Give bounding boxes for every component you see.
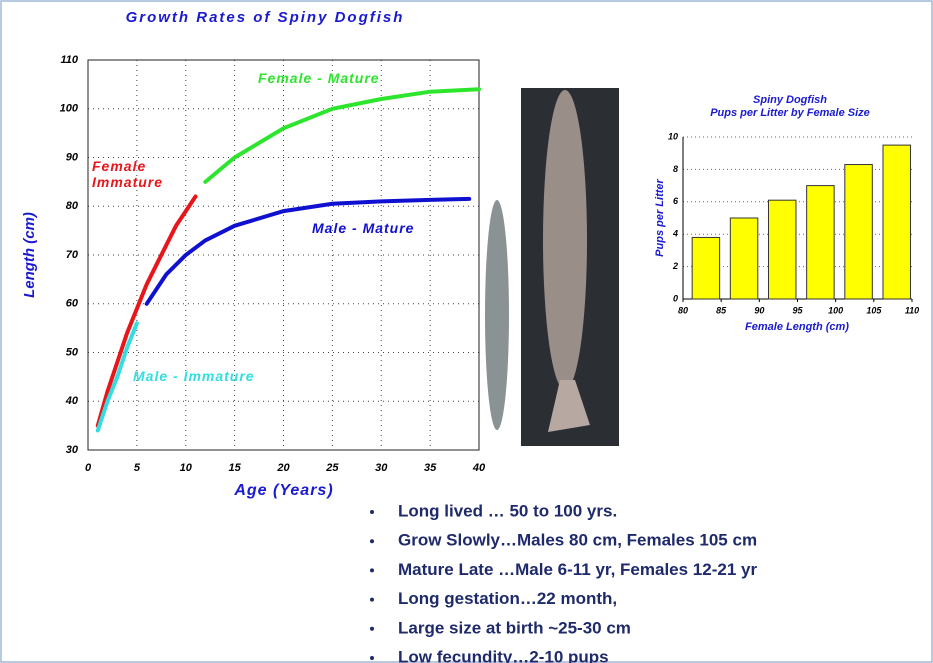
x-tick-label: 105 xyxy=(866,305,882,315)
x-axis-label: Female Length (cm) xyxy=(745,321,849,333)
y-tick-label: 110 xyxy=(60,54,78,66)
bar xyxy=(691,236,721,300)
plot-frame xyxy=(87,59,480,451)
y-tick-label: 30 xyxy=(66,444,79,456)
bar xyxy=(767,199,797,300)
bar xyxy=(844,164,873,300)
y-tick-label: 90 xyxy=(66,151,79,163)
bullet-dot xyxy=(370,656,374,660)
chart-title: Growth Rates of Spiny Dogfish xyxy=(126,9,405,26)
bullet-dot xyxy=(370,510,374,514)
y-tick-label: 80 xyxy=(66,200,79,212)
bar xyxy=(729,217,759,300)
bullet-text: Grow Slowly…Males 80 cm, Females 105 cm xyxy=(398,531,757,550)
x-tick-label: 15 xyxy=(229,462,242,474)
bullet-dot xyxy=(370,597,374,602)
y-tick-label: 60 xyxy=(66,298,79,310)
x-tick-label: 35 xyxy=(424,462,437,474)
x-tick-label: 5 xyxy=(134,462,141,474)
x-tick-label: 40 xyxy=(472,462,486,474)
bullet-text: Long lived … 50 to 100 yrs. xyxy=(398,501,617,520)
photo-small-shark xyxy=(485,200,509,430)
series-label: Male - Immature xyxy=(133,368,255,384)
bullet-dot xyxy=(370,539,374,544)
bullet-text: Mature Late …Male 6-11 yr, Females 12-21… xyxy=(398,560,757,579)
series-line xyxy=(203,87,481,184)
y-tick-label: 6 xyxy=(673,196,679,206)
x-tick-label: 85 xyxy=(716,305,727,315)
series-label: Female Immature xyxy=(92,158,164,190)
series-line xyxy=(95,194,198,428)
x-tick-label: 10 xyxy=(180,462,193,474)
photo-large-shark xyxy=(543,90,587,390)
bullet-dot xyxy=(370,568,374,573)
bar xyxy=(882,144,911,300)
x-tick-label: 95 xyxy=(792,305,803,315)
x-tick-label: 0 xyxy=(85,462,92,474)
y-tick-label: 4 xyxy=(672,229,678,239)
bullet-dot xyxy=(370,626,374,631)
x-tick-label: 110 xyxy=(905,305,919,315)
y-axis-label: Pups per Litter xyxy=(654,178,666,256)
y-tick-label: 70 xyxy=(66,249,79,261)
bar xyxy=(806,185,835,300)
y-tick-label: 40 xyxy=(65,395,79,407)
x-axis-label: Age (Years) xyxy=(233,482,333,499)
series-label: Male - Mature xyxy=(312,220,415,236)
x-tick-label: 20 xyxy=(276,462,290,474)
bullet-text: Large size at birth ~25-30 cm xyxy=(398,618,631,637)
bullet-text: Long gestation…22 month, xyxy=(398,589,617,608)
photo-large-tail xyxy=(548,380,590,432)
x-tick-label: 80 xyxy=(678,305,688,315)
y-tick-label: 2 xyxy=(672,261,678,271)
series-label: Female - Mature xyxy=(258,70,380,86)
y-tick-label: 0 xyxy=(673,293,678,303)
y-tick-label: 50 xyxy=(66,346,79,358)
chart-subtitle: Pups per Litter by Female Size xyxy=(710,107,870,119)
series-line xyxy=(95,321,139,433)
y-tick-label: 8 xyxy=(673,164,678,174)
y-tick-label: 10 xyxy=(668,131,678,141)
x-tick-label: 90 xyxy=(754,305,764,315)
chart-title: Spiny Dogfish xyxy=(753,94,827,106)
x-tick-label: 30 xyxy=(375,462,388,474)
x-tick-label: 100 xyxy=(828,305,843,315)
y-tick-label: 100 xyxy=(60,103,79,115)
bullet-text: Low fecundity…2-10 pups xyxy=(398,647,609,663)
y-axis-label: Length (cm) xyxy=(21,212,38,298)
series-line xyxy=(144,196,472,306)
x-tick-label: 25 xyxy=(325,462,339,474)
